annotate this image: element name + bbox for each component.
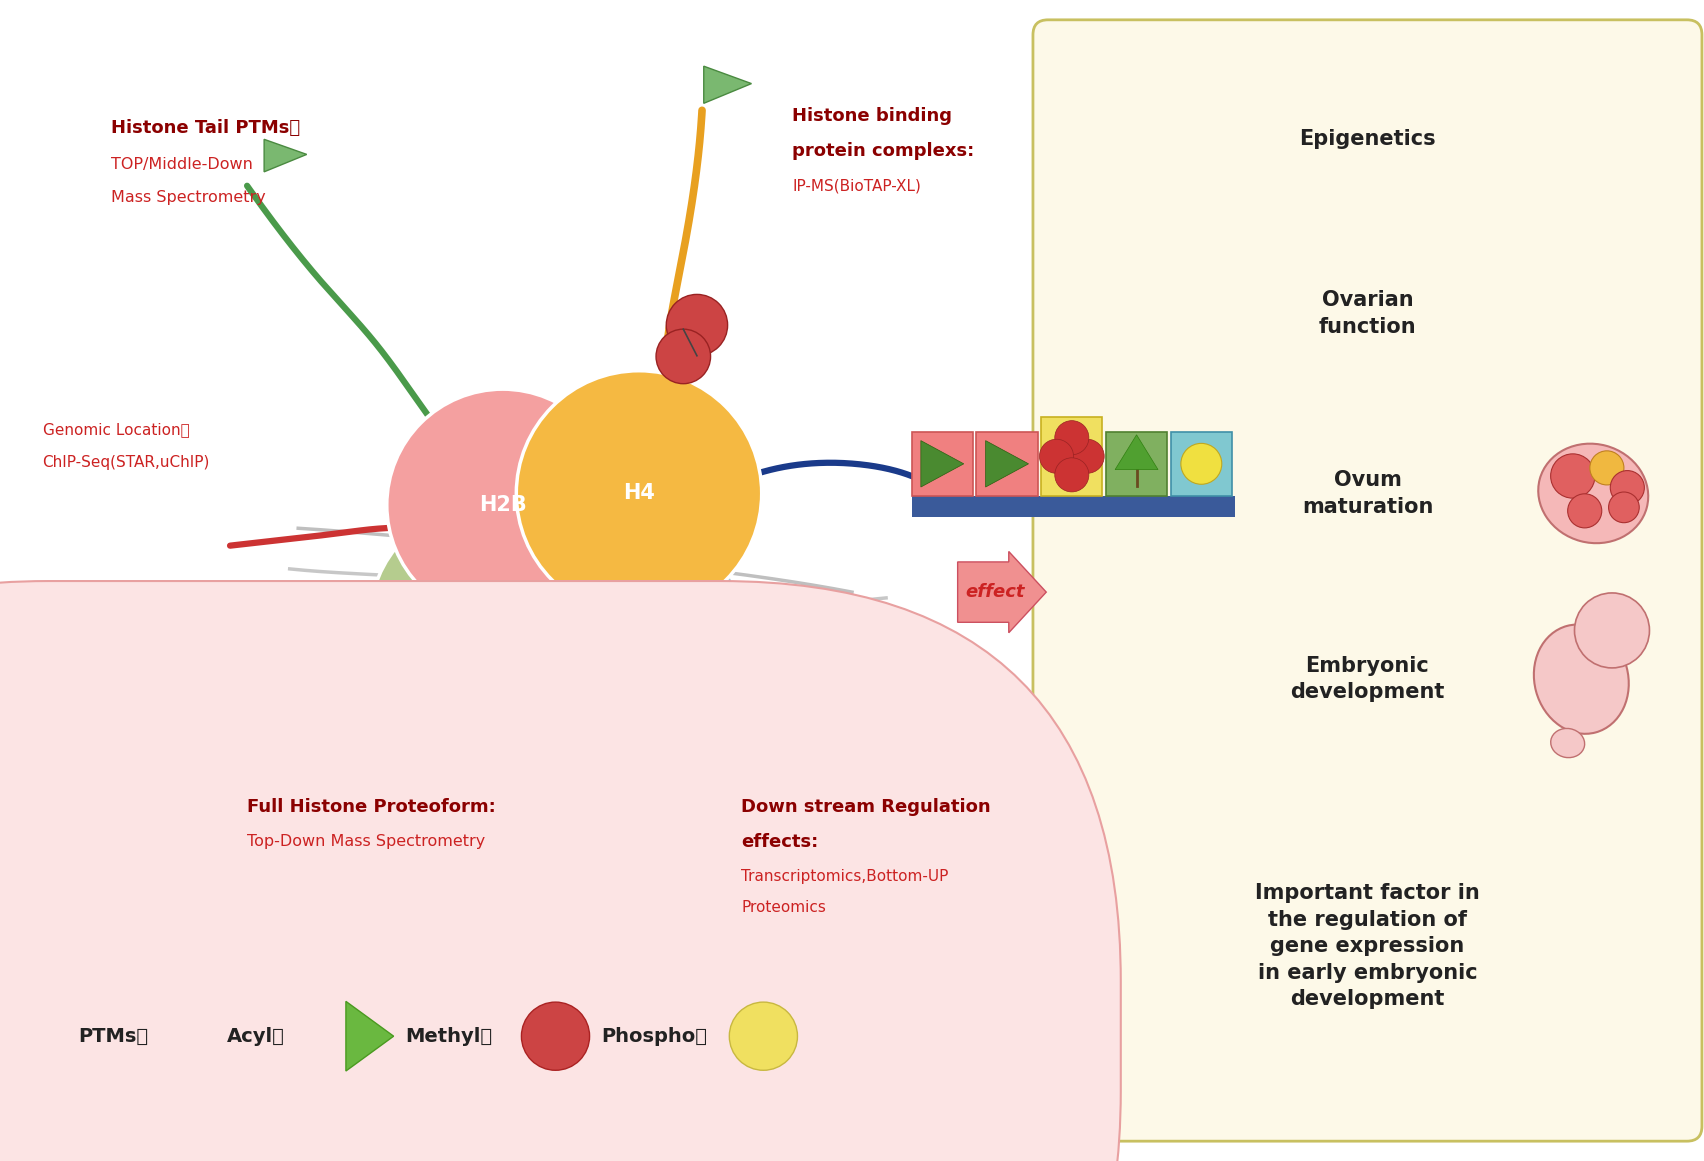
- Text: Embryonic
development: Embryonic development: [1290, 656, 1445, 702]
- Text: H4: H4: [624, 483, 654, 504]
- Ellipse shape: [1534, 625, 1629, 734]
- Bar: [1041, 417, 1102, 496]
- Circle shape: [1181, 444, 1222, 484]
- Circle shape: [872, 773, 934, 834]
- Polygon shape: [920, 440, 964, 486]
- Text: effect: effect: [964, 583, 1024, 601]
- Ellipse shape: [1551, 728, 1585, 758]
- Bar: [976, 432, 1038, 496]
- Text: Histone binding: Histone binding: [792, 107, 953, 125]
- Text: Phospho：: Phospho：: [602, 1026, 707, 1046]
- Circle shape: [1070, 439, 1104, 474]
- Text: H3: H3: [607, 622, 637, 643]
- Polygon shape: [704, 66, 751, 103]
- Text: Acyl：: Acyl：: [227, 1026, 285, 1046]
- Text: protein complexs:: protein complexs:: [792, 142, 975, 160]
- Bar: [912, 496, 1235, 517]
- Circle shape: [1609, 492, 1639, 522]
- Circle shape: [370, 505, 602, 737]
- Text: Epigenetics: Epigenetics: [1298, 129, 1436, 150]
- Polygon shape: [452, 851, 489, 880]
- Polygon shape: [845, 755, 886, 787]
- Text: Ovum
maturation: Ovum maturation: [1302, 470, 1433, 517]
- Circle shape: [1610, 470, 1644, 505]
- Text: ChIP-Seq(STAR,uChIP): ChIP-Seq(STAR,uChIP): [43, 455, 210, 469]
- Circle shape: [387, 389, 619, 621]
- Text: Top-Down Mass Spectrometry: Top-Down Mass Spectrometry: [247, 835, 486, 849]
- Circle shape: [666, 295, 728, 355]
- Circle shape: [521, 1002, 590, 1070]
- Circle shape: [1590, 450, 1624, 485]
- Polygon shape: [985, 440, 1029, 486]
- Circle shape: [499, 510, 745, 756]
- Polygon shape: [346, 1001, 394, 1070]
- Text: Genomic Location：: Genomic Location：: [43, 423, 189, 437]
- Circle shape: [1551, 454, 1595, 498]
- Circle shape: [516, 370, 762, 616]
- FancyBboxPatch shape: [1033, 20, 1702, 1141]
- Text: Histone Tail PTMs：: Histone Tail PTMs：: [111, 118, 300, 137]
- Circle shape: [1055, 457, 1089, 492]
- Text: H2B: H2B: [479, 495, 527, 515]
- Circle shape: [1055, 420, 1089, 455]
- Text: Ovarian
function: Ovarian function: [1319, 290, 1416, 337]
- Text: TOP/Middle-Down: TOP/Middle-Down: [111, 158, 252, 172]
- Circle shape: [729, 1002, 797, 1070]
- Bar: [912, 432, 973, 496]
- Ellipse shape: [1539, 444, 1648, 543]
- Text: Mass Spectrometry: Mass Spectrometry: [111, 190, 266, 204]
- Text: Proteomics: Proteomics: [741, 901, 826, 915]
- Bar: [1106, 432, 1167, 496]
- Text: Full Histone Proteoform:: Full Histone Proteoform:: [247, 798, 496, 816]
- Ellipse shape: [409, 412, 596, 517]
- Circle shape: [1039, 439, 1074, 474]
- Text: H2A: H2A: [462, 611, 509, 632]
- Bar: [1171, 432, 1232, 496]
- Polygon shape: [881, 751, 922, 784]
- Polygon shape: [1114, 434, 1159, 469]
- Circle shape: [1574, 593, 1649, 668]
- Text: IP-MS(BioTAP-XL): IP-MS(BioTAP-XL): [792, 179, 922, 193]
- Text: Transcriptomics,Bottom-UP: Transcriptomics,Bottom-UP: [741, 870, 949, 884]
- Text: Important factor in
the regulation of
gene expression
in early embryonic
develop: Important factor in the regulation of ge…: [1256, 884, 1479, 1009]
- FancyArrow shape: [958, 551, 1046, 633]
- Circle shape: [656, 330, 711, 383]
- Text: PTMs：: PTMs：: [78, 1026, 148, 1046]
- Text: Methyl：: Methyl：: [406, 1026, 492, 1046]
- Polygon shape: [264, 139, 307, 172]
- Text: Down stream Regulation: Down stream Regulation: [741, 798, 990, 816]
- Circle shape: [1568, 493, 1602, 528]
- Text: effects:: effects:: [741, 832, 818, 851]
- FancyBboxPatch shape: [0, 580, 1121, 1161]
